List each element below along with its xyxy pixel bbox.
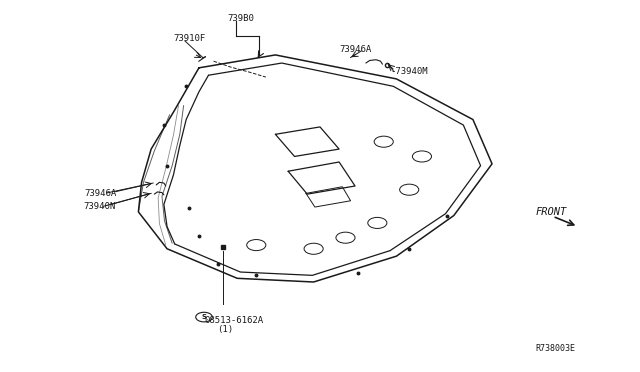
Text: 73910F: 73910F	[173, 34, 205, 43]
Text: 73946A: 73946A	[84, 189, 116, 198]
Text: -73940M: -73940M	[390, 67, 428, 76]
Text: 08513-6162A: 08513-6162A	[204, 316, 263, 325]
Text: 73940N: 73940N	[83, 202, 115, 211]
Text: 73946A: 73946A	[339, 45, 371, 54]
Text: R738003E: R738003E	[536, 344, 576, 353]
Text: FRONT: FRONT	[536, 207, 566, 217]
Text: (1): (1)	[217, 326, 233, 334]
Text: 739B0: 739B0	[228, 13, 255, 22]
Text: S: S	[202, 314, 207, 320]
